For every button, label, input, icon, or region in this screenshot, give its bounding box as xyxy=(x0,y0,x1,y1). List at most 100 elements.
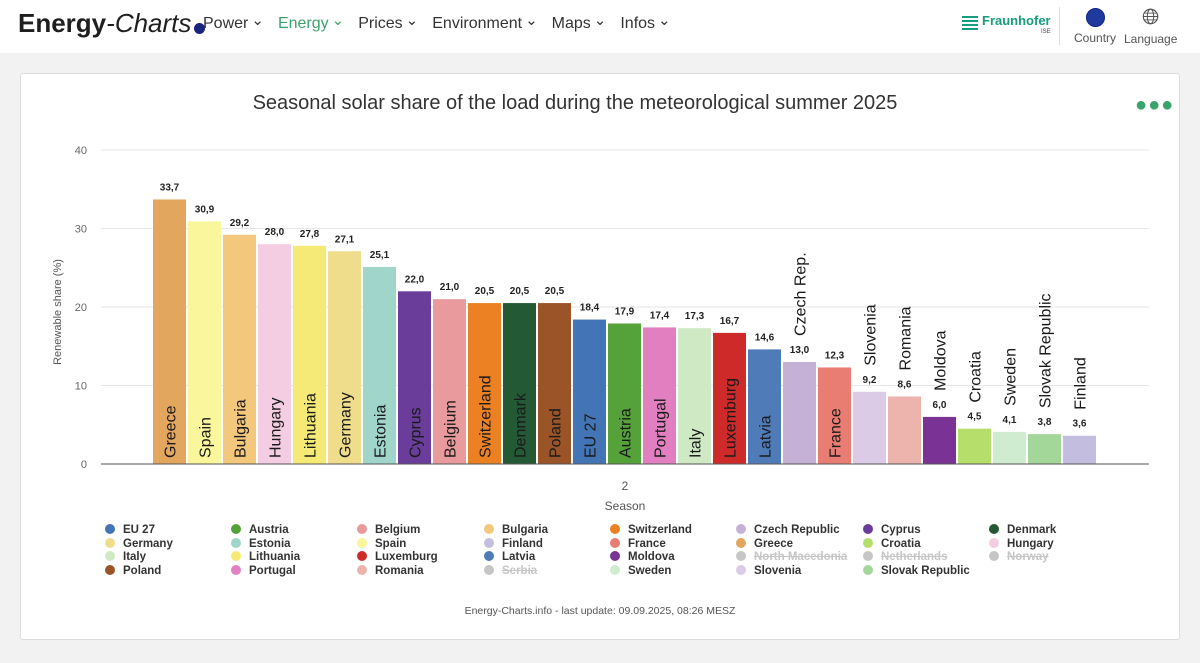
chart-menu-button[interactable]: ●●● xyxy=(1135,94,1175,116)
bar-denmark xyxy=(503,303,536,464)
chart-legend: EU 27 Austria Belgium Bulgaria Switzerland Cz… xyxy=(105,524,1145,584)
legend-item-italy[interactable]: Italy xyxy=(105,551,146,563)
bar-moldova xyxy=(923,416,956,464)
bar-category-label: Lithuania xyxy=(303,393,320,458)
bar-category-label: Estonia xyxy=(373,405,390,458)
legend-item-czech-republic[interactable]: Czech Republic xyxy=(736,524,840,536)
legend-item-croatia[interactable]: Croatia xyxy=(863,537,921,550)
nav-environment[interactable]: Environment ⌄ xyxy=(432,12,537,33)
legend-item-sweden[interactable]: Sweden xyxy=(610,564,672,577)
bar-france xyxy=(818,367,851,464)
legend-marker xyxy=(736,564,746,575)
legend-label: Sweden xyxy=(628,564,672,577)
chart-card: Seasonal solar share of the load during … xyxy=(20,73,1180,640)
legend-label: Austria xyxy=(249,524,289,536)
legend-label: Croatia xyxy=(881,537,921,550)
legend-item-serbia[interactable]: Serbia xyxy=(484,564,537,577)
bar-portugal xyxy=(643,327,676,464)
legend-item-slovenia[interactable]: Slovenia xyxy=(736,564,801,577)
main-menu: Power ⌄ Energy ⌄ Prices ⌄ Environment ⌄ Maps ⌄ Inf… xyxy=(203,12,671,33)
legend-label: Latvia xyxy=(502,551,536,563)
nav-prices[interactable]: Prices ⌄ xyxy=(358,12,418,33)
data-label: 4,5 xyxy=(968,412,982,423)
legend-item-austria[interactable]: Austria xyxy=(231,524,289,536)
legend-item-portugal[interactable]: Portugal xyxy=(231,564,296,577)
legend-item-romania[interactable]: Romania xyxy=(357,564,424,577)
legend-label: Estonia xyxy=(249,537,291,550)
bar-romania xyxy=(888,396,921,464)
legend-label: Germany xyxy=(123,537,173,550)
legend-label: Poland xyxy=(123,564,162,577)
legend-item-finland[interactable]: Finland xyxy=(484,537,543,550)
bar-spain xyxy=(188,221,221,464)
legend-marker xyxy=(357,564,367,575)
legend-item-germany[interactable]: Germany xyxy=(105,537,173,550)
data-label: 27,8 xyxy=(300,229,320,240)
legend-item-cyprus[interactable]: Cyprus xyxy=(863,524,921,536)
bar-category-label: Germany xyxy=(338,392,355,458)
legend-item-eu-27[interactable]: EU 27 xyxy=(105,524,155,536)
legend-item-estonia[interactable]: Estonia xyxy=(231,537,291,550)
bar-category-label: Finland xyxy=(1073,357,1090,409)
legend-label: Italy xyxy=(123,551,147,563)
legend-item-hungary[interactable]: Hungary xyxy=(989,537,1054,550)
globe-icon xyxy=(1142,8,1159,25)
bar-sweden xyxy=(993,431,1026,464)
data-label: 14,6 xyxy=(755,332,775,343)
nav-infos[interactable]: Infos ⌄ xyxy=(620,12,670,33)
language-label: Language xyxy=(1124,32,1178,46)
legend-marker xyxy=(863,564,873,575)
data-label: 25,1 xyxy=(370,250,390,261)
legend-label: Slovak Republic xyxy=(881,564,970,577)
legend-item-luxemburg[interactable]: Luxemburg xyxy=(357,551,438,563)
legend-item-bulgaria[interactable]: Bulgaria xyxy=(484,524,548,536)
legend-item-belgium[interactable]: Belgium xyxy=(357,524,420,536)
legend-label: Denmark xyxy=(1007,524,1057,536)
data-label: 16,7 xyxy=(720,316,740,327)
data-label: 29,2 xyxy=(230,218,250,229)
legend-label: Norway xyxy=(1007,551,1049,563)
legend-item-moldova[interactable]: Moldova xyxy=(610,551,675,563)
legend-label: Czech Republic xyxy=(754,524,840,536)
bar-bulgaria xyxy=(223,234,256,464)
data-label: 6,0 xyxy=(933,400,947,411)
legend-item-greece[interactable]: Greece xyxy=(736,537,793,550)
country-button[interactable]: Country xyxy=(1074,8,1116,45)
legend-label: Bulgaria xyxy=(502,524,549,536)
legend-item-spain[interactable]: Spain xyxy=(357,537,406,550)
chevron-down-icon: ⌄ xyxy=(525,12,538,29)
nav-maps[interactable]: Maps ⌄ xyxy=(551,12,607,33)
legend-item-switzerland[interactable]: Switzerland xyxy=(610,524,692,536)
legend-marker xyxy=(610,537,620,548)
y-tick-label: 10 xyxy=(75,381,87,393)
logo-dot-icon xyxy=(194,23,206,34)
legend-marker xyxy=(863,551,873,561)
bar-category-label: Slovak Republic xyxy=(1038,293,1055,408)
legend-item-north-macedonia[interactable]: North Macedonia xyxy=(736,551,847,563)
legend-item-denmark[interactable]: Denmark xyxy=(989,524,1056,536)
data-label: 13,0 xyxy=(790,345,810,356)
legend-item-poland[interactable]: Poland xyxy=(105,564,162,577)
energy-charts-logo[interactable]: Energy-Charts xyxy=(18,8,206,39)
legend-item-netherlands[interactable]: Netherlands xyxy=(863,551,947,563)
language-button[interactable]: Language xyxy=(1124,8,1177,46)
legend-item-slovak-republic[interactable]: Slovak Republic xyxy=(863,564,970,577)
fraunhofer-logo[interactable]: Fraunhofer ISE xyxy=(962,14,1051,36)
bar-category-label: Denmark xyxy=(513,392,530,458)
legend-item-norway[interactable]: Norway xyxy=(989,551,1049,563)
legend-label: EU 27 xyxy=(123,524,155,536)
nav-power[interactable]: Power ⌄ xyxy=(203,12,264,33)
bar-category-label: Hungary xyxy=(268,398,285,458)
bar-austria xyxy=(608,323,641,464)
bar-category-label: Austria xyxy=(618,408,635,458)
legend-item-france[interactable]: France xyxy=(610,537,666,550)
data-label: 12,3 xyxy=(825,350,845,361)
legend-item-lithuania[interactable]: Lithuania xyxy=(231,551,300,563)
nav-energy[interactable]: Energy ⌄ xyxy=(278,12,344,33)
legend-item-latvia[interactable]: Latvia xyxy=(484,551,535,563)
chart-title: Seasonal solar share of the load during … xyxy=(252,92,898,114)
legend-marker xyxy=(736,551,746,561)
nav-label: Maps xyxy=(551,15,591,32)
bar-latvia xyxy=(748,349,781,464)
y-axis-label: Renewable share (%) xyxy=(52,259,64,365)
